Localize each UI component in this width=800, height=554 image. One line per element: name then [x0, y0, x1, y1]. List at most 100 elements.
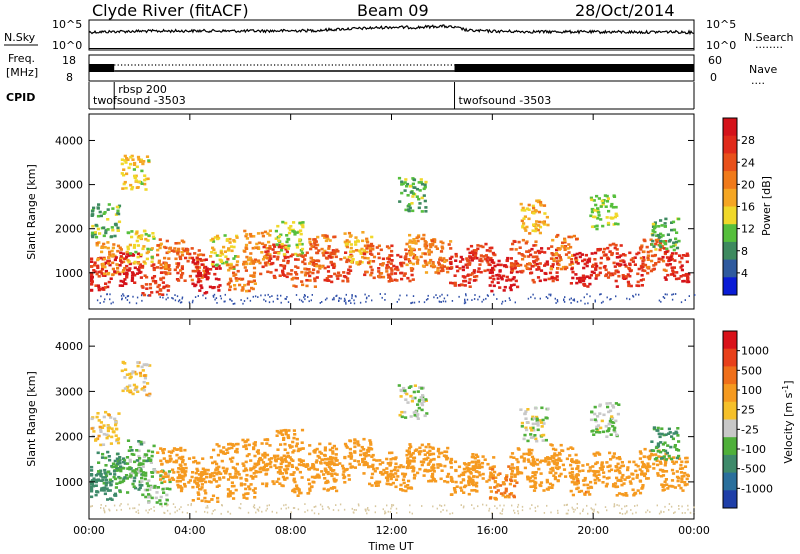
data-cell [106, 450, 110, 454]
data-cell [214, 277, 218, 281]
data-cell [317, 476, 321, 479]
data-cell [310, 485, 314, 488]
data-cell [467, 467, 471, 471]
data-cell [646, 258, 650, 261]
data-cell [253, 443, 257, 447]
data-cell [571, 493, 575, 497]
colorbar-tick-label: 100 [741, 384, 762, 397]
data-cell [595, 264, 599, 268]
data-cell [353, 466, 357, 469]
data-cell [489, 466, 493, 470]
data-cell [175, 265, 179, 269]
data-cell [322, 254, 326, 257]
data-cell [498, 286, 502, 289]
data-cell [133, 460, 137, 464]
data-cell [110, 435, 114, 439]
data-cell [483, 269, 487, 273]
data-cell [308, 274, 312, 278]
data-cell [525, 225, 529, 229]
data-cell [150, 454, 154, 458]
data-cell [150, 255, 154, 259]
data-cell [229, 262, 233, 266]
data-cell [90, 265, 94, 268]
data-cell [284, 464, 288, 468]
data-cell [180, 474, 184, 478]
data-cell [532, 211, 536, 215]
data-cell [289, 254, 293, 258]
data-cell [282, 438, 286, 441]
data-cell [178, 255, 182, 259]
data-cell [312, 245, 316, 248]
data-cell [220, 459, 224, 463]
data-cell [118, 456, 122, 459]
data-cell [152, 263, 156, 266]
data-cell [214, 468, 218, 472]
data-cell [329, 261, 333, 264]
data-cell [581, 464, 585, 467]
data-cell [349, 457, 353, 460]
data-cell [232, 257, 236, 260]
data-cell [274, 268, 278, 272]
ground-scatter-cell [303, 296, 305, 299]
ground-scatter-cell [172, 297, 174, 300]
velocity-colorbar-label-exp: -1 [781, 385, 790, 393]
data-cell [128, 267, 132, 270]
data-cell [370, 271, 374, 275]
ground-scatter-cell [458, 295, 460, 298]
data-cell [427, 248, 431, 252]
data-cell [569, 258, 574, 261]
data-cell [432, 470, 436, 473]
data-cell [586, 285, 590, 288]
data-cell [90, 274, 94, 277]
data-cell [150, 450, 155, 454]
data-cell [420, 403, 425, 407]
data-cell [150, 475, 154, 478]
ground-scatter-cell [286, 296, 288, 298]
ground-scatter-cell [664, 505, 666, 508]
data-cell [470, 489, 474, 492]
data-cell [277, 235, 282, 238]
data-cell [581, 274, 585, 278]
data-cell [161, 451, 165, 455]
nsearch-legend-dots: ........ [755, 38, 783, 51]
data-cell [199, 274, 203, 277]
data-cell [505, 265, 509, 269]
data-cell [243, 283, 247, 287]
data-cell [651, 268, 655, 271]
ground-scatter-cell [123, 294, 125, 297]
ground-scatter-cell [271, 510, 273, 513]
data-cell [330, 263, 334, 267]
data-cell [183, 474, 187, 477]
data-cell [92, 269, 96, 272]
data-cell [467, 281, 471, 284]
data-cell [592, 452, 596, 456]
data-cell [259, 466, 263, 470]
data-cell [111, 246, 115, 250]
data-cell [144, 471, 148, 475]
data-cell [147, 394, 151, 398]
data-cell [95, 241, 99, 245]
data-cell [551, 483, 555, 487]
data-cell [430, 475, 435, 478]
data-cell [119, 465, 123, 468]
data-cell [431, 452, 436, 456]
data-cell [263, 451, 267, 455]
ground-scatter-cell [660, 300, 662, 303]
data-cell [567, 235, 571, 239]
ground-scatter-cell [583, 296, 585, 299]
data-cell [412, 390, 416, 394]
data-cell [174, 257, 178, 261]
data-cell [111, 462, 116, 466]
data-cell [91, 434, 95, 438]
data-cell [323, 448, 327, 452]
data-cell [658, 435, 662, 439]
data-cell [543, 251, 547, 254]
data-cell [594, 277, 598, 280]
data-cell [307, 482, 312, 486]
data-cell [309, 256, 314, 260]
data-cell [198, 289, 202, 292]
x-tick-label: 08:00 [275, 524, 307, 537]
data-cell [224, 255, 228, 258]
data-cell [235, 450, 239, 454]
